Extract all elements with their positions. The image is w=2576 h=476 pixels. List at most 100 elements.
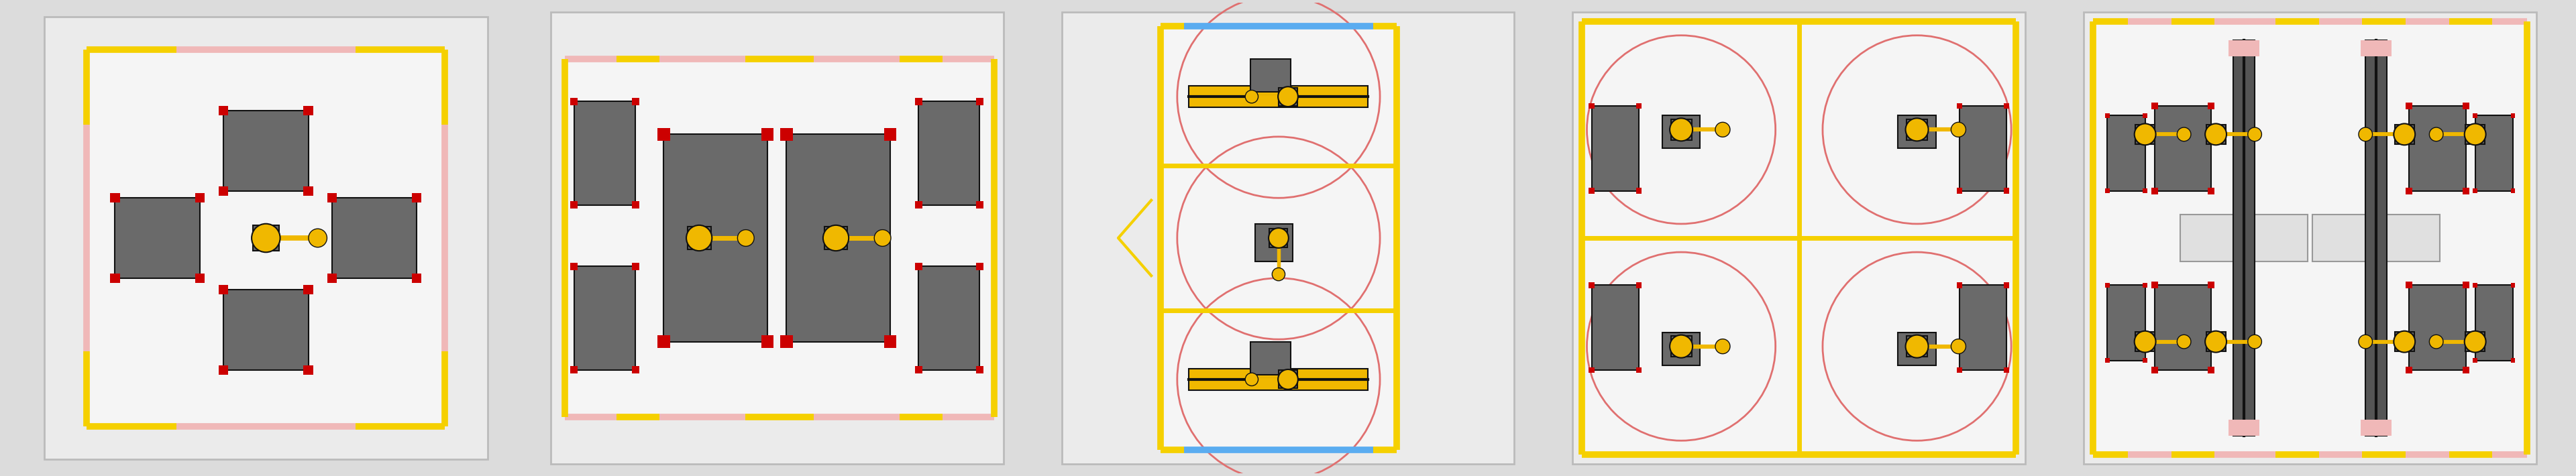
Bar — [2004, 103, 2009, 109]
Bar — [1636, 103, 1641, 109]
Circle shape — [309, 229, 327, 247]
Bar — [1190, 369, 1368, 390]
Bar — [914, 98, 922, 105]
Bar — [2365, 40, 2388, 436]
Bar — [569, 98, 577, 105]
Bar — [1906, 119, 1927, 140]
Bar — [2465, 332, 2486, 351]
Bar — [2228, 419, 2259, 436]
Bar — [2409, 285, 2465, 370]
Circle shape — [1278, 369, 1298, 389]
Circle shape — [2136, 124, 2156, 145]
Circle shape — [1273, 268, 1285, 281]
Bar — [2151, 367, 2159, 373]
Bar — [2473, 358, 2478, 363]
Bar — [111, 193, 121, 203]
Bar — [2473, 188, 2478, 193]
Bar — [2396, 332, 2414, 351]
Circle shape — [1669, 335, 1692, 358]
Bar — [2105, 188, 2110, 193]
Bar — [1589, 188, 1595, 194]
Bar — [781, 336, 793, 348]
Bar — [2360, 40, 2391, 57]
Bar — [762, 336, 773, 348]
Bar — [1960, 106, 2007, 191]
Bar — [224, 290, 309, 370]
Bar — [2512, 358, 2514, 363]
Bar — [88, 50, 446, 426]
Bar — [2463, 188, 2470, 194]
Bar — [2233, 40, 2254, 436]
Bar — [1162, 26, 1396, 450]
Bar — [1662, 332, 1700, 365]
Bar — [631, 366, 639, 374]
Bar — [412, 273, 422, 283]
Bar — [2208, 103, 2215, 109]
Bar — [1958, 103, 1963, 109]
Bar — [976, 98, 984, 105]
Circle shape — [824, 225, 848, 251]
Bar — [2473, 113, 2478, 118]
Circle shape — [2429, 335, 2442, 348]
Bar — [1672, 336, 1692, 357]
Circle shape — [1950, 122, 1965, 137]
Bar — [2205, 125, 2226, 144]
Bar — [824, 226, 848, 250]
Bar — [327, 273, 337, 283]
Bar — [2105, 283, 2110, 288]
Bar — [219, 186, 229, 196]
Bar — [631, 263, 639, 270]
Bar — [569, 366, 577, 374]
Bar — [219, 106, 229, 116]
Bar — [1662, 116, 1700, 149]
Bar — [219, 365, 229, 375]
Bar — [1672, 119, 1692, 140]
Bar — [976, 201, 984, 208]
Bar — [2208, 188, 2215, 194]
Bar — [2105, 358, 2110, 363]
Circle shape — [685, 225, 711, 251]
Circle shape — [2429, 128, 2442, 141]
Bar — [2208, 367, 2215, 373]
Circle shape — [2465, 124, 2486, 145]
Circle shape — [1267, 228, 1288, 248]
Bar — [2406, 367, 2414, 373]
Bar — [569, 263, 577, 270]
Bar — [304, 186, 314, 196]
Circle shape — [1669, 118, 1692, 141]
Bar — [2476, 116, 2512, 191]
Bar — [884, 336, 896, 348]
Bar — [2154, 285, 2210, 370]
Bar — [2154, 106, 2210, 191]
Bar — [2476, 285, 2512, 360]
Bar — [1899, 332, 1935, 365]
Bar — [2151, 282, 2159, 288]
Bar — [1592, 285, 1638, 370]
Bar — [1589, 103, 1595, 109]
Bar — [976, 263, 984, 270]
Bar — [219, 285, 229, 295]
Circle shape — [1278, 87, 1298, 107]
Bar — [2512, 283, 2514, 288]
Circle shape — [1716, 122, 1731, 137]
Bar — [2143, 283, 2148, 288]
Bar — [196, 193, 204, 203]
Bar — [2136, 332, 2154, 351]
Bar — [976, 366, 984, 374]
Bar — [412, 193, 422, 203]
Bar — [2512, 113, 2514, 118]
Bar — [2396, 125, 2414, 144]
Bar — [2406, 188, 2414, 194]
Bar — [2179, 214, 2308, 261]
Bar — [2313, 214, 2439, 261]
Bar — [665, 134, 768, 342]
Bar — [2406, 282, 2414, 288]
Bar — [2143, 188, 2148, 193]
Circle shape — [252, 224, 281, 252]
Bar — [781, 128, 793, 140]
Bar — [224, 111, 309, 191]
Circle shape — [1244, 373, 1257, 386]
Bar — [1270, 229, 1288, 247]
Circle shape — [1716, 339, 1731, 354]
Bar — [1636, 282, 1641, 288]
